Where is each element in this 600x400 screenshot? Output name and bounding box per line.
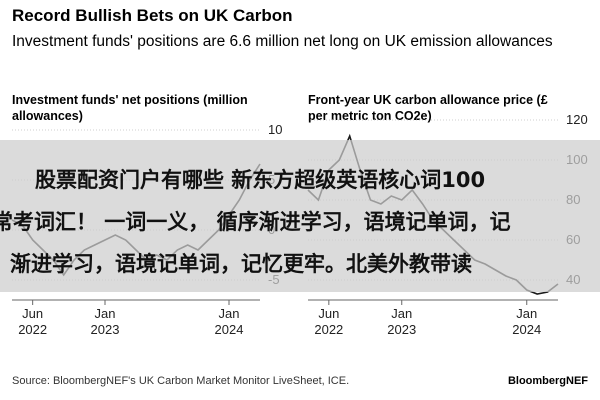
- brand: BloombergNEF: [507, 375, 588, 387]
- x-tick-label: Jan 2023: [387, 306, 416, 337]
- x-tick-label: Jan 2024: [512, 306, 541, 337]
- x-tick-label: Jun 2022: [18, 306, 47, 337]
- x-tick-label-line: 2024: [512, 322, 541, 337]
- y-tick-label: 120: [566, 112, 588, 127]
- x-tick-label-line: 2024: [215, 322, 244, 337]
- overlay-text: 常考词汇！ 一词一义， 循序渐进学习，语境记单词，记: [0, 210, 511, 234]
- overlay-banner: 股票配资门户有哪些 新东方超级英语核心词100 常考词汇！ 一词一义， 循序渐进…: [0, 140, 600, 292]
- title: Record Bullish Bets on UK Carbon: [12, 6, 293, 25]
- chart-title: Investment funds' net positions (million…: [12, 93, 248, 123]
- x-tick-label-line: 2022: [18, 322, 47, 337]
- x-tick-label-line: Jan: [219, 306, 240, 321]
- x-tick-label-line: 2023: [387, 322, 416, 337]
- x-tick-label: Jan 2024: [215, 306, 244, 337]
- x-tick-label-line: 2022: [314, 322, 343, 337]
- source: Source: BloombergNEF's UK Carbon Market …: [12, 375, 350, 387]
- overlay-text: 渐进学习，语境记单词，记忆更牢。北美外教带读: [10, 252, 472, 276]
- x-tick-label: Jun 2022: [314, 306, 343, 337]
- x-tick-label-line: Jun: [22, 306, 43, 321]
- x-tick-label-line: Jan: [95, 306, 116, 321]
- x-tick-label-line: Jun: [318, 306, 339, 321]
- x-tick-label-line: Jan: [516, 306, 537, 321]
- subtitle: Investment funds' positions are 6.6 mill…: [12, 33, 553, 50]
- overlay-text: 股票配资门户有哪些 新东方超级英语核心词100: [35, 168, 486, 192]
- y-tick-label: 10: [268, 122, 282, 137]
- x-tick-label: Jan 2023: [91, 306, 120, 337]
- x-tick-label-line: 2023: [91, 322, 120, 337]
- x-tick-label-line: Jan: [391, 306, 412, 321]
